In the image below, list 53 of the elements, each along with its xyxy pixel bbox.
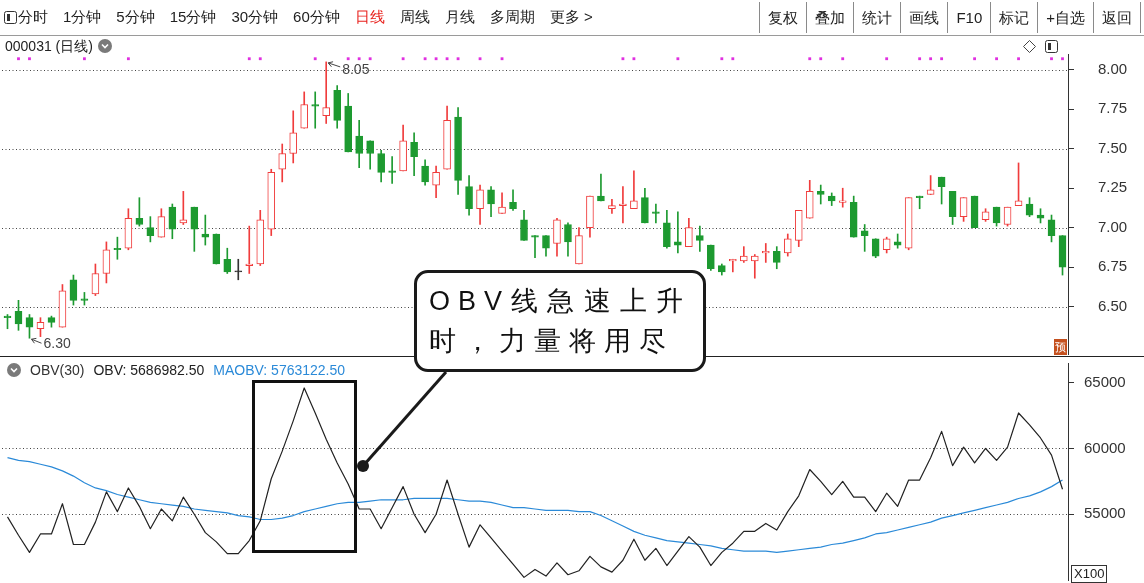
- text: 更多 >: [549, 8, 593, 27]
- candlestick: [696, 225, 704, 252]
- y-tick-label: 65000: [1084, 372, 1126, 390]
- y-tick-label: 6.50: [1098, 296, 1128, 314]
- candlestick: [388, 156, 396, 184]
- text: 周线: [399, 8, 430, 27]
- text: 返回: [1093, 2, 1141, 33]
- y-tick-label: 60000: [1084, 438, 1126, 456]
- candlestick: [234, 258, 243, 281]
- text: 复权: [759, 2, 807, 33]
- text: 5分钟: [116, 8, 155, 27]
- candlestick: [619, 186, 627, 224]
- candlestick: [311, 91, 320, 129]
- text: 日线: [354, 8, 385, 27]
- text: 统计: [853, 2, 901, 33]
- candlestick: [816, 184, 825, 205]
- chart-title: 000031 (日线): [5, 38, 93, 54]
- candlestick: [245, 225, 254, 274]
- candlestick: [652, 203, 660, 224]
- text: 画线: [900, 2, 948, 33]
- candlestick: [322, 61, 331, 124]
- text: 30分钟: [231, 8, 279, 27]
- y-tick-label: 8.00: [1098, 59, 1128, 77]
- text: 15分钟: [169, 8, 217, 27]
- annotation: OBV线急速上升时，力量将用尽: [414, 270, 706, 372]
- candlestick: [860, 224, 869, 252]
- text: 多周期: [489, 8, 535, 27]
- annotation: 6.30: [43, 335, 71, 352]
- candlestick: [531, 235, 539, 259]
- text: 60分钟: [293, 8, 340, 27]
- annotation: 预: [1054, 339, 1067, 355]
- y-tick-label: 6.75: [1098, 257, 1128, 275]
- candlestick: [597, 173, 605, 202]
- text: OBV: 5686982.50: [93, 362, 205, 378]
- candlestick: [630, 170, 638, 210]
- text: 1分钟: [63, 8, 102, 27]
- text: 月线: [444, 8, 475, 27]
- y-axis-title: X100: [1071, 565, 1108, 583]
- text: MAOBV: 5763122.50: [213, 362, 346, 378]
- text: F10: [947, 2, 991, 33]
- chart-title: OBV(30): [30, 362, 85, 378]
- y-tick-label: 7.25: [1098, 178, 1128, 196]
- text: +自选: [1037, 2, 1093, 33]
- candlestick: [750, 254, 759, 279]
- y-tick-label: 7.50: [1098, 138, 1128, 156]
- y-tick-label: 55000: [1084, 504, 1126, 522]
- y-tick-label: 7.75: [1098, 99, 1128, 117]
- text: 分时: [18, 8, 48, 27]
- text: 叠加: [806, 2, 854, 33]
- candlestick: [838, 187, 847, 208]
- y-tick-label: 7.00: [1098, 217, 1128, 235]
- text: 标记: [990, 2, 1038, 33]
- annotation: 8.05: [342, 60, 370, 77]
